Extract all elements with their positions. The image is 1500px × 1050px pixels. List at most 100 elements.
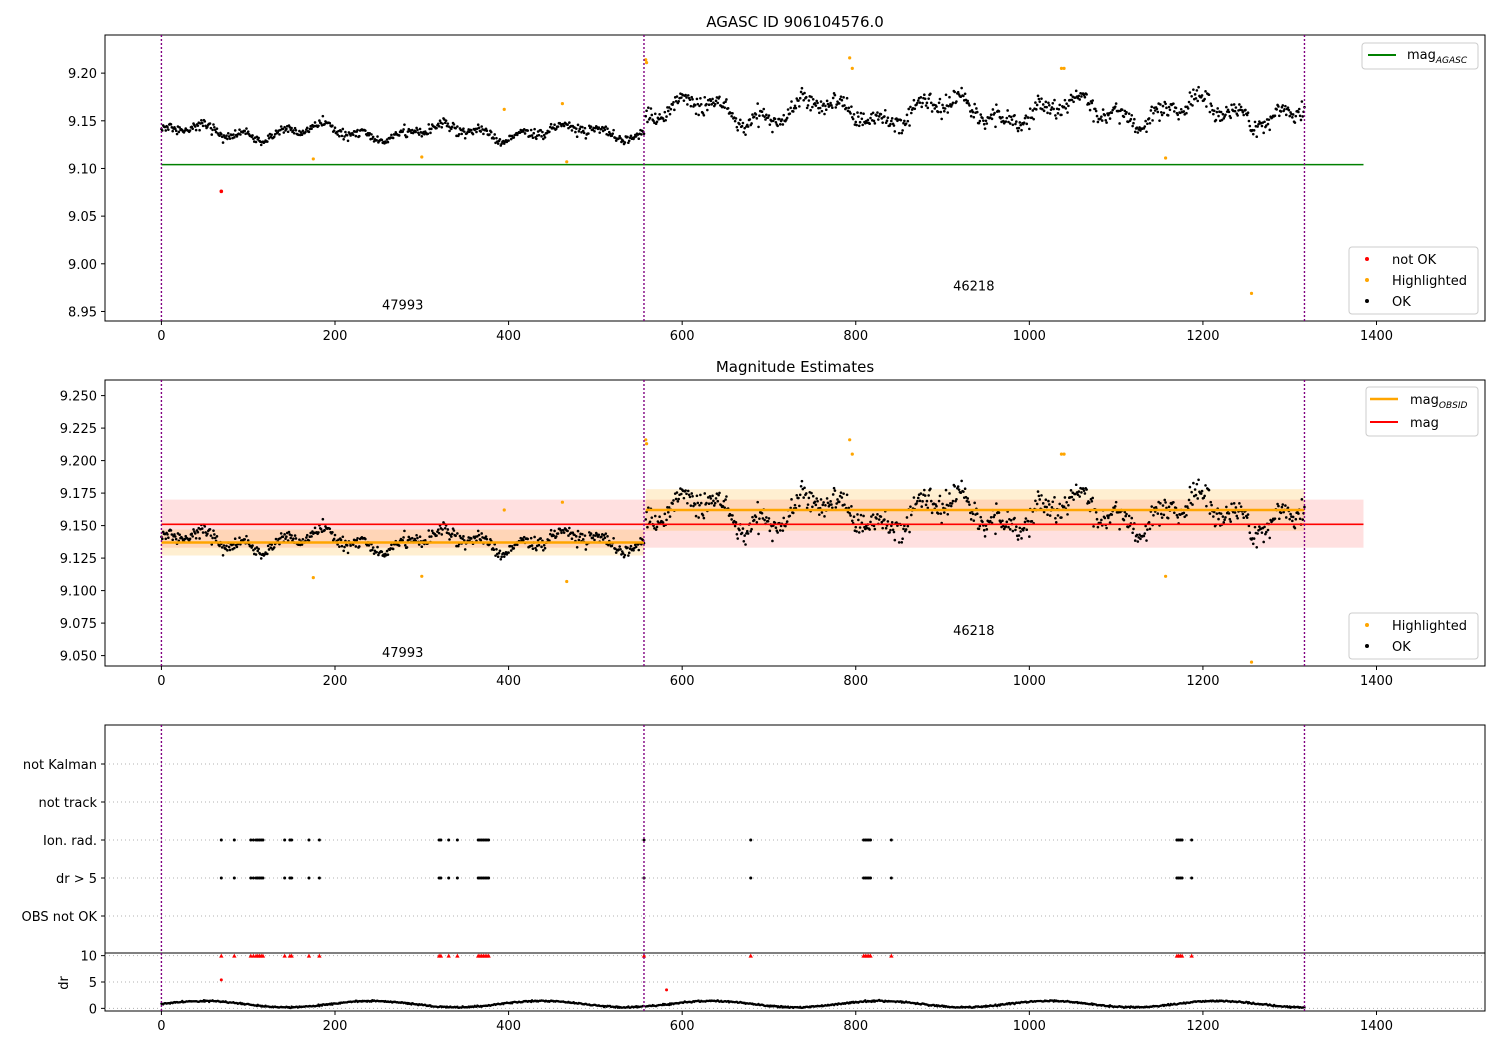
ok-point bbox=[849, 112, 852, 115]
flag-point bbox=[232, 838, 236, 842]
ok-point bbox=[879, 515, 883, 518]
ok-point bbox=[1100, 518, 1103, 522]
ok-point bbox=[1110, 513, 1114, 516]
ok-point bbox=[1108, 521, 1112, 524]
ok-point bbox=[279, 536, 282, 540]
ok-point bbox=[856, 513, 859, 516]
ok-point bbox=[386, 140, 390, 144]
dr-clipped-marker bbox=[317, 953, 322, 958]
highlighted-point bbox=[850, 452, 854, 456]
ok-point bbox=[850, 505, 853, 508]
ok-point bbox=[793, 503, 797, 507]
ok-point bbox=[658, 112, 661, 116]
ok-point bbox=[1054, 516, 1057, 520]
ok-point bbox=[977, 527, 981, 531]
ok-point bbox=[341, 127, 345, 131]
ok-point bbox=[1278, 517, 1281, 521]
ok-point bbox=[245, 534, 248, 538]
ok-point bbox=[499, 557, 503, 561]
ok-point bbox=[1287, 108, 1291, 112]
ok-point bbox=[746, 532, 750, 535]
ok-point bbox=[697, 516, 700, 519]
ok-point bbox=[531, 136, 535, 140]
ok-point bbox=[802, 98, 805, 102]
ok-point bbox=[1293, 526, 1297, 530]
ok-point bbox=[890, 117, 894, 120]
y-tick-label: 9.00 bbox=[68, 258, 97, 273]
legend-marker bbox=[1365, 623, 1369, 627]
ok-point bbox=[171, 538, 174, 542]
ok-point bbox=[1074, 89, 1078, 93]
ok-point bbox=[492, 137, 496, 140]
ok-point bbox=[198, 537, 201, 540]
ok-point bbox=[1212, 112, 1215, 116]
ok-point bbox=[761, 517, 765, 520]
ok-point bbox=[806, 104, 810, 107]
ok-point bbox=[904, 122, 908, 125]
ok-point bbox=[1164, 102, 1167, 106]
ok-point bbox=[854, 120, 858, 124]
ok-point bbox=[718, 95, 721, 99]
ok-point bbox=[1167, 105, 1171, 109]
ok-point bbox=[570, 537, 574, 541]
ok-point bbox=[818, 111, 821, 115]
ok-point bbox=[969, 114, 973, 118]
ok-point bbox=[1150, 105, 1154, 109]
ok-point bbox=[1001, 519, 1004, 523]
ok-point bbox=[619, 136, 622, 140]
ok-point bbox=[951, 101, 955, 105]
ok-point bbox=[640, 133, 643, 136]
ok-point bbox=[218, 544, 221, 548]
ok-point bbox=[1151, 119, 1154, 122]
ok-point bbox=[941, 502, 944, 506]
ok-point bbox=[953, 90, 956, 94]
ok-point bbox=[1122, 518, 1126, 522]
ok-point bbox=[754, 515, 758, 519]
ok-point bbox=[1103, 516, 1107, 520]
ok-point bbox=[566, 529, 569, 533]
ok-point bbox=[937, 101, 941, 105]
ok-point bbox=[972, 115, 976, 119]
ok-point bbox=[923, 93, 926, 97]
ok-point bbox=[301, 129, 305, 133]
ok-point bbox=[830, 104, 833, 107]
ok-point bbox=[936, 110, 940, 114]
legend-bottom-box bbox=[1348, 246, 1479, 315]
ok-point bbox=[1187, 100, 1191, 104]
ok-point bbox=[1125, 111, 1128, 114]
ok-point bbox=[254, 140, 258, 144]
ok-point bbox=[1223, 518, 1226, 522]
ok-point bbox=[632, 548, 635, 552]
ok-point bbox=[418, 535, 422, 539]
ok-point bbox=[942, 109, 946, 113]
ok-point bbox=[270, 543, 273, 546]
obsid-label: 47993 bbox=[382, 646, 423, 661]
x-tick-label: 0 bbox=[157, 674, 165, 689]
ok-point bbox=[740, 124, 744, 128]
ok-point bbox=[255, 546, 259, 549]
ok-point bbox=[430, 535, 433, 538]
ok-point bbox=[627, 551, 631, 555]
ok-point bbox=[1264, 530, 1268, 534]
highlighted-point bbox=[644, 58, 648, 62]
ok-point bbox=[1114, 102, 1118, 105]
ok-point bbox=[1041, 502, 1045, 505]
ok-point bbox=[1174, 506, 1178, 510]
ok-point bbox=[174, 127, 177, 131]
ok-point bbox=[707, 103, 711, 107]
ok-point bbox=[274, 537, 278, 541]
ok-point bbox=[668, 515, 672, 518]
ok-point bbox=[420, 545, 424, 549]
ok-point bbox=[698, 104, 701, 108]
ok-point bbox=[815, 99, 818, 103]
ok-point bbox=[831, 506, 834, 510]
ok-point bbox=[819, 100, 823, 103]
ok-point bbox=[1082, 489, 1086, 492]
ok-point bbox=[791, 110, 795, 113]
ok-point bbox=[542, 133, 546, 137]
ok-point bbox=[623, 141, 627, 144]
ok-point bbox=[371, 546, 375, 549]
ok-point bbox=[912, 98, 916, 102]
ok-point bbox=[1244, 108, 1247, 112]
ok-point bbox=[686, 489, 690, 493]
